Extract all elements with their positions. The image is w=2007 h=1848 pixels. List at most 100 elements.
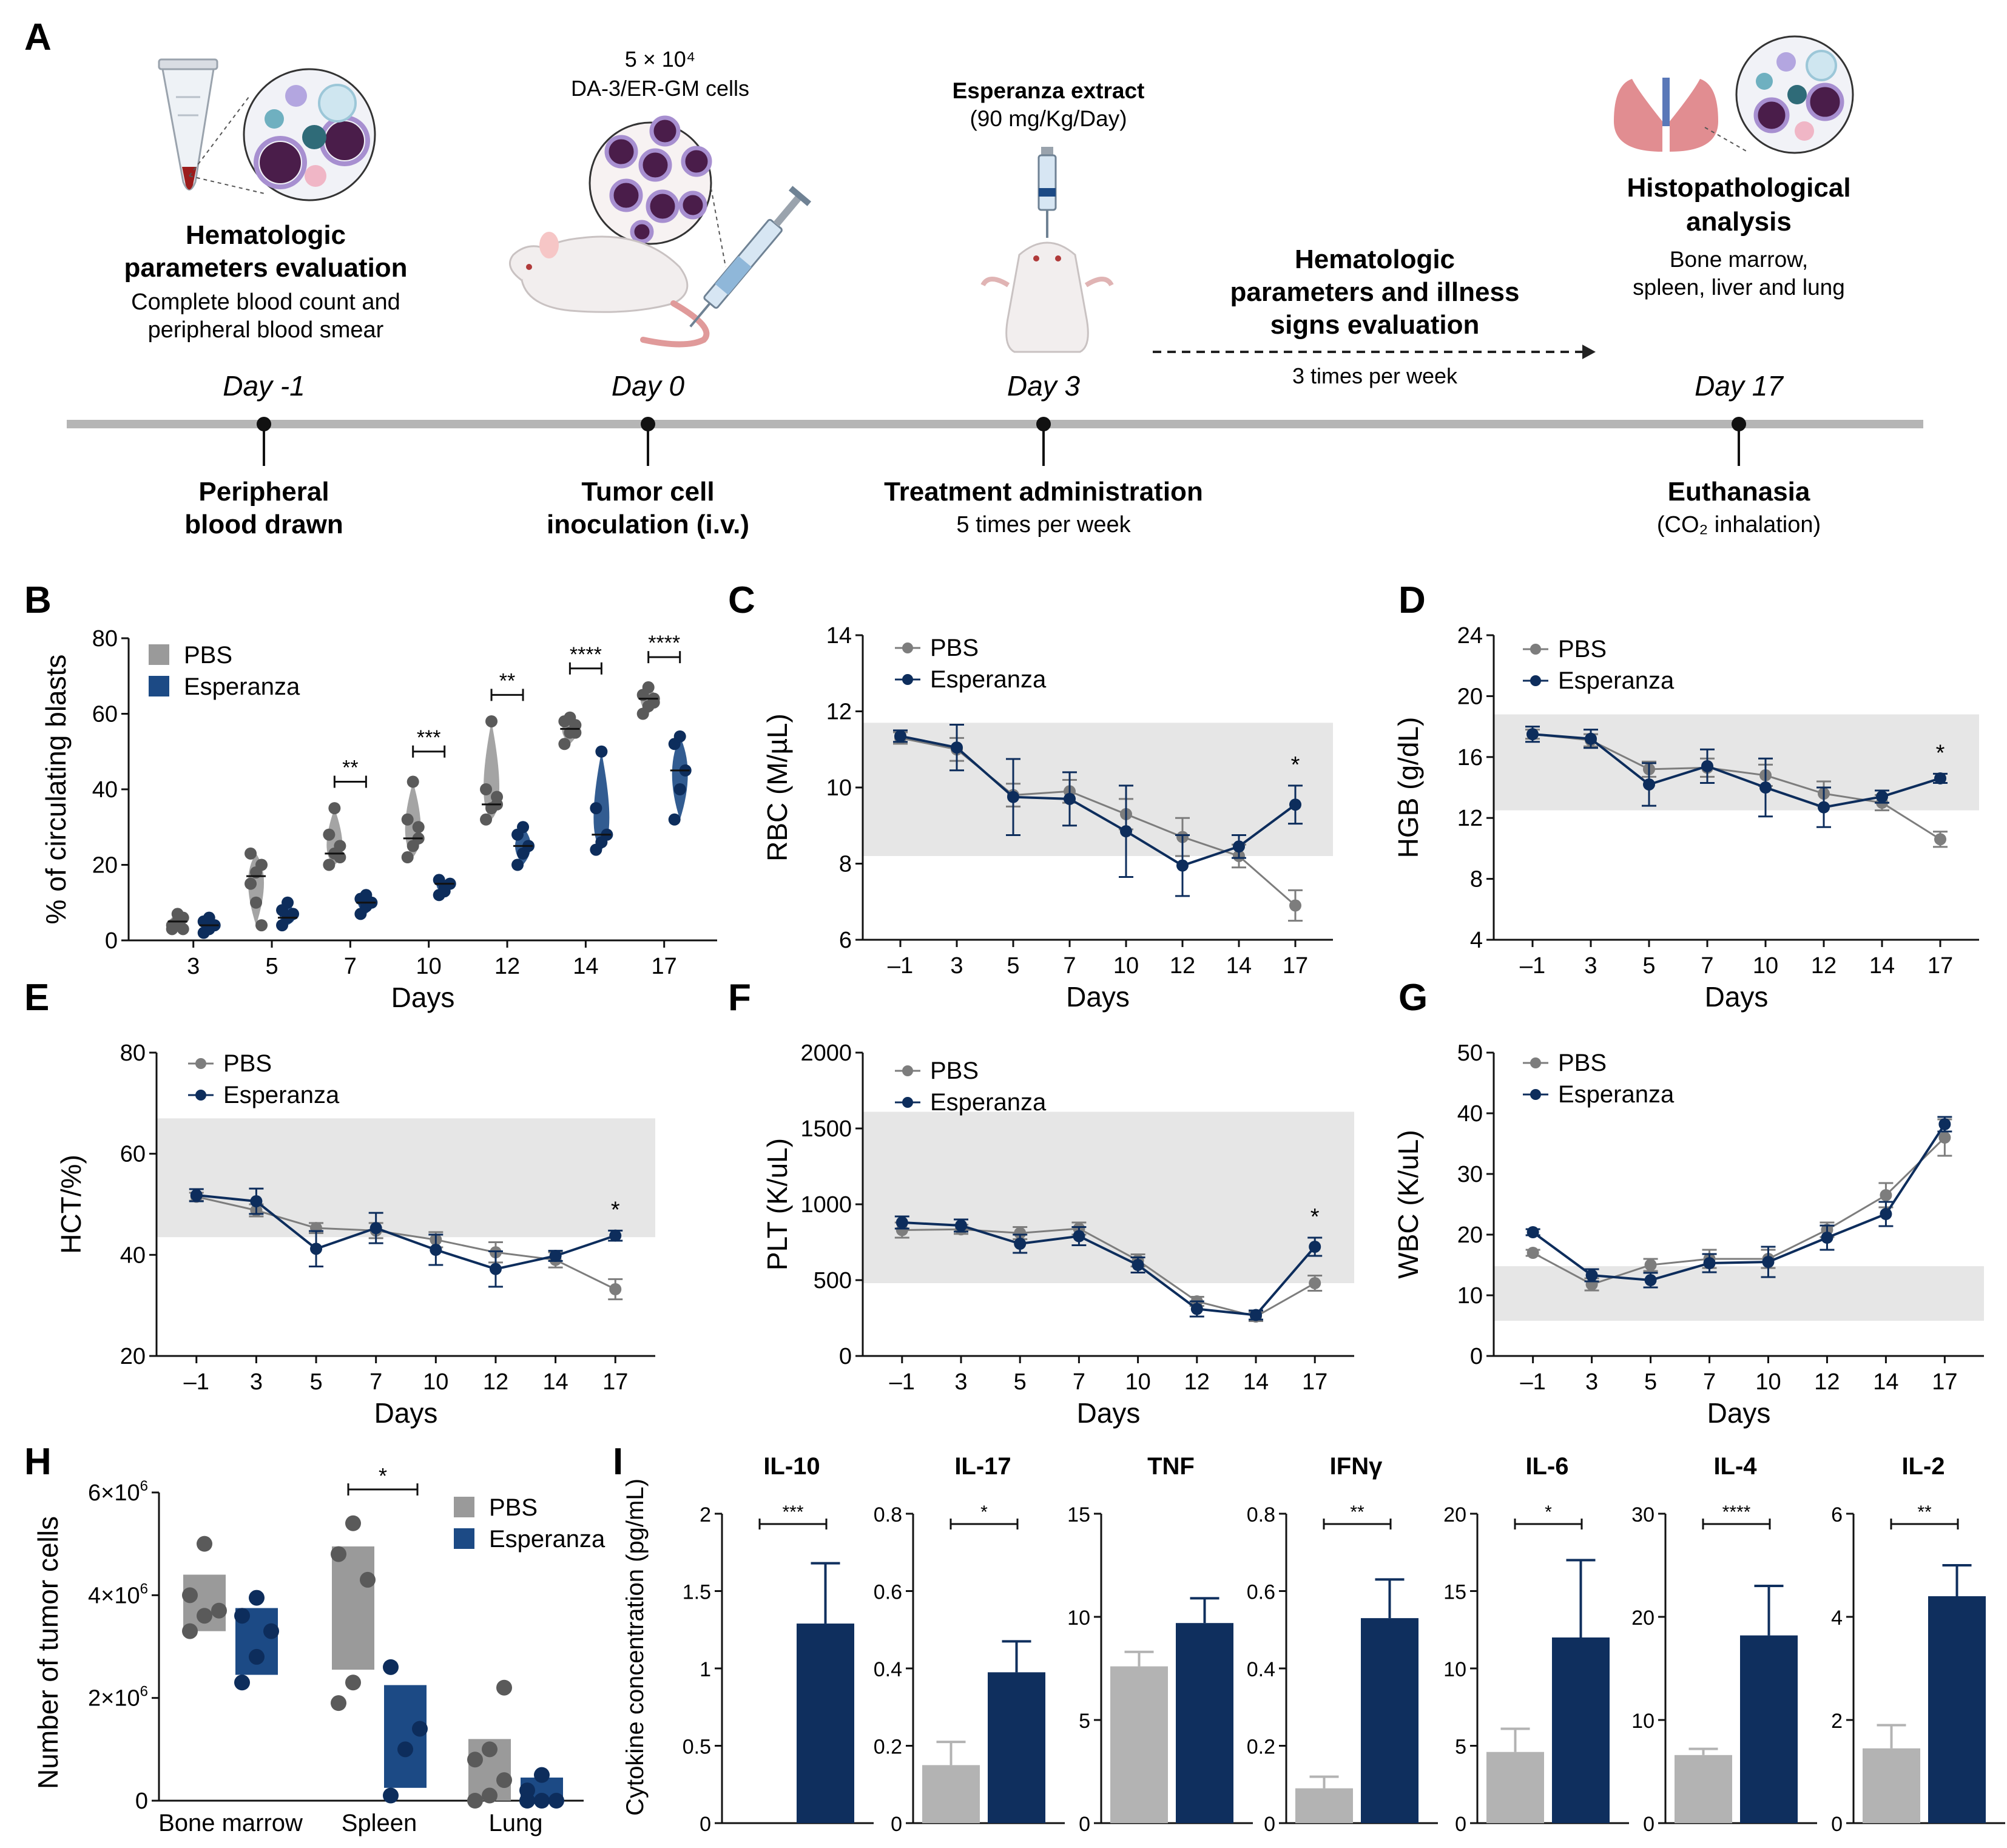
legend-swatch bbox=[454, 1528, 474, 1549]
x-tick-label: 10 bbox=[1113, 953, 1139, 979]
x-tick-label: 3 bbox=[950, 953, 963, 979]
legend-label: PBS bbox=[930, 1057, 979, 1084]
bar-pbs bbox=[1295, 1788, 1353, 1823]
data-point bbox=[401, 813, 414, 826]
x-axis-title: Days bbox=[1077, 1397, 1141, 1429]
x-tick-label: 5 bbox=[309, 1369, 322, 1395]
x-tick-label: 5 bbox=[265, 954, 278, 979]
y-tick-label: 4 bbox=[1831, 1607, 1843, 1630]
x-tick-label: –1 bbox=[889, 1369, 915, 1395]
x-tick-label: 12 bbox=[494, 954, 520, 979]
data-point bbox=[1762, 1256, 1775, 1268]
legend-label: Esperanza bbox=[223, 1082, 340, 1108]
x-tick-label: 3 bbox=[954, 1369, 967, 1395]
data-point bbox=[1233, 840, 1245, 853]
x-tick-label: 5 bbox=[1014, 1369, 1027, 1395]
timeline-event-sub: 5 times per week bbox=[956, 512, 1131, 538]
cytokine-panel: IL-2 0 2 4 6 ** bbox=[1831, 1453, 2005, 1836]
x-tick-label: 17 bbox=[1302, 1369, 1327, 1395]
y-tick-label: 1.5 bbox=[683, 1581, 711, 1604]
data-point bbox=[534, 1793, 550, 1809]
y-tick-label: 0 bbox=[1643, 1813, 1655, 1836]
eval-title-line-3: signs evaluation bbox=[1270, 310, 1480, 340]
x-tick-label: 10 bbox=[1753, 953, 1778, 979]
data-point bbox=[249, 1590, 265, 1606]
x-tick-label: 14 bbox=[573, 954, 598, 979]
bar-pbs bbox=[922, 1765, 980, 1823]
data-point bbox=[1309, 1241, 1321, 1253]
legend-swatch bbox=[454, 1497, 474, 1517]
bar-pbs bbox=[1675, 1755, 1732, 1823]
eval-frequency: 3 times per week bbox=[1292, 363, 1458, 388]
hema-title-line-1: Hematologic bbox=[186, 220, 346, 250]
significance-label: ** bbox=[1917, 1502, 1932, 1522]
data-point bbox=[1250, 1309, 1262, 1321]
legend-label: PBS bbox=[1558, 1050, 1607, 1076]
bar-pbs bbox=[1863, 1748, 1920, 1823]
data-point bbox=[1585, 732, 1597, 745]
data-point bbox=[1821, 1232, 1833, 1244]
cytokine-panel: IL-10 0 0.5 1 1.5 2 *** bbox=[683, 1453, 874, 1836]
cytokine-title: IL-4 bbox=[1713, 1453, 1757, 1480]
legend-label: Esperanza bbox=[489, 1526, 605, 1553]
eval-title-line-2: parameters and illness bbox=[1230, 277, 1520, 307]
legend-marker bbox=[1530, 644, 1541, 655]
timeline-event-label: blood drawn bbox=[184, 510, 343, 539]
y-tick-label: 0.6 bbox=[874, 1581, 902, 1604]
y-tick-label: 0 bbox=[1079, 1813, 1090, 1836]
y-tick-label: 15 bbox=[1443, 1581, 1466, 1604]
significance-label: ** bbox=[342, 757, 358, 780]
series-line-esperanza bbox=[196, 1194, 616, 1270]
y-tick-label: 10 bbox=[826, 775, 852, 801]
y-tick-label: 0.8 bbox=[1247, 1503, 1275, 1526]
data-point bbox=[190, 1189, 203, 1201]
eval-title-line-1: Hematologic bbox=[1295, 244, 1455, 274]
legend-label: Esperanza bbox=[1558, 1081, 1675, 1108]
cytokine-panel: IFNγ 0 0.2 0.4 0.6 0.8 ** bbox=[1247, 1453, 1438, 1836]
x-tick-label: 10 bbox=[1755, 1369, 1781, 1395]
histo-title-line-1: Histopathological bbox=[1627, 173, 1850, 203]
legend-label: Esperanza bbox=[930, 1089, 1047, 1116]
data-point bbox=[673, 783, 686, 795]
data-point bbox=[1064, 792, 1076, 805]
cytokine-title: IL-10 bbox=[763, 1453, 820, 1480]
data-point bbox=[412, 821, 425, 834]
y-tick-label: 1500 bbox=[800, 1116, 852, 1142]
y-tick-label: 4×106 bbox=[88, 1580, 148, 1608]
y-tick-label: 14 bbox=[826, 623, 852, 649]
significance-label: **** bbox=[648, 632, 680, 655]
y-tick-label: 30 bbox=[1457, 1162, 1483, 1187]
cytokine-title: IL-2 bbox=[1901, 1453, 1945, 1480]
timeline-bar bbox=[67, 420, 1923, 428]
x-tick-label: –1 bbox=[184, 1369, 209, 1395]
legend-label: PBS bbox=[1558, 636, 1607, 663]
y-tick-label: 8 bbox=[839, 852, 852, 877]
bar-pbs bbox=[1110, 1666, 1168, 1823]
data-point bbox=[609, 1283, 622, 1295]
x-tick-label: 14 bbox=[1226, 953, 1252, 979]
y-tick-label: 40 bbox=[92, 777, 118, 803]
legend-label: Esperanza bbox=[184, 673, 300, 700]
timeline-day-label: Day 3 bbox=[1007, 370, 1081, 402]
x-tick-label: 12 bbox=[483, 1369, 508, 1395]
y-tick-label: 15 bbox=[1067, 1503, 1090, 1526]
data-point bbox=[397, 1741, 413, 1758]
data-point bbox=[517, 821, 530, 834]
legend-marker bbox=[1530, 675, 1541, 686]
data-point bbox=[401, 851, 414, 864]
y-tick-label: 2 bbox=[1831, 1710, 1843, 1733]
extract-title: Esperanza extract bbox=[953, 78, 1145, 103]
timeline-event-label: Euthanasia bbox=[1668, 477, 1810, 507]
cytokine-title: IL-17 bbox=[954, 1453, 1011, 1480]
data-point bbox=[590, 802, 602, 815]
data-point bbox=[249, 1648, 265, 1665]
significance-label: *** bbox=[417, 726, 441, 749]
x-tick-label: 7 bbox=[1073, 1369, 1085, 1395]
y-tick-label: 20 bbox=[1443, 1503, 1466, 1526]
data-point bbox=[496, 1772, 512, 1789]
timeline-event-label: inoculation (i.v.) bbox=[547, 510, 749, 539]
data-point bbox=[1880, 1189, 1892, 1201]
y-tick-label: 2×106 bbox=[88, 1684, 148, 1711]
series-line-esperanza bbox=[900, 735, 1297, 867]
